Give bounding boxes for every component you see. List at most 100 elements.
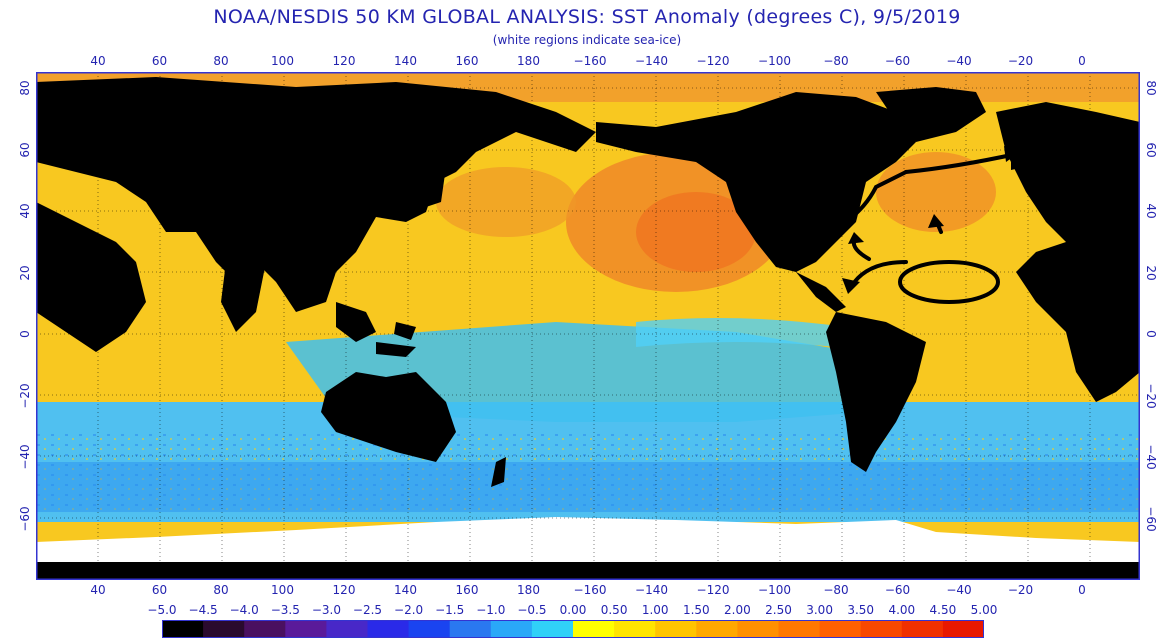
lat-tick-left: 20	[18, 264, 32, 281]
colorbar-label: 4.00	[888, 603, 916, 617]
colorbar-swatch	[326, 620, 368, 638]
lon-tick-bottom: −40	[946, 583, 972, 597]
lon-tick-top: −40	[946, 54, 972, 68]
colorbar-label: −2.0	[394, 603, 424, 617]
lon-tick-top: −80	[823, 54, 849, 68]
colorbar-swatch	[203, 620, 245, 638]
colorbar-label: 3.50	[847, 603, 875, 617]
lat-tick-right: 0	[1144, 330, 1158, 338]
colorbar-swatch	[367, 620, 410, 638]
lon-tick-top: 140	[394, 54, 417, 68]
sst-anomaly-map	[36, 72, 1140, 580]
colorbar-swatch	[901, 620, 944, 638]
colorbar-label: −1.0	[476, 603, 506, 617]
lat-tick-right: 80	[1144, 80, 1158, 96]
colorbar-label: −3.5	[270, 603, 300, 617]
lon-tick-top: 60	[151, 54, 168, 68]
lon-tick-bottom: 160	[455, 583, 479, 597]
lon-tick-top: 180	[517, 54, 540, 68]
colorbar-label: 3.00	[806, 603, 833, 617]
colorbar-label: −1.5	[435, 603, 465, 617]
colorbar-label: 0.50	[600, 603, 628, 617]
colorbar-swatch	[942, 620, 984, 638]
lon-tick-bottom: −60	[884, 583, 911, 597]
lon-tick-top: −120	[696, 54, 730, 68]
lon-tick-bottom: 40	[90, 583, 106, 597]
map-frame	[36, 72, 1140, 580]
colorbar-swatch	[449, 620, 492, 638]
colorbar-swatch	[696, 620, 738, 638]
colorbar	[162, 620, 984, 638]
lat-tick-right: −20	[1144, 382, 1158, 409]
lon-tick-bottom: 0	[1078, 583, 1086, 597]
colorbar-swatch	[285, 620, 327, 638]
colorbar-label: −5.0	[147, 603, 177, 617]
lon-tick-bottom: 120	[332, 583, 356, 597]
lon-tick-bottom: 180	[517, 583, 540, 597]
lon-tick-top: 40	[90, 54, 106, 68]
colorbar-label: −3.0	[311, 603, 341, 617]
lat-tick-right: 60	[1144, 141, 1158, 158]
colorbar-swatch	[778, 620, 821, 638]
graticule	[36, 72, 1140, 580]
colorbar-label: 2.00	[724, 603, 751, 617]
colorbar-label: −4.0	[229, 603, 259, 617]
colorbar-swatch	[490, 620, 533, 638]
lon-tick-bottom: 80	[213, 583, 229, 597]
colorbar-label: −2.5	[352, 603, 383, 617]
colorbar-frame	[162, 620, 984, 638]
map-title: NOAA/NESDIS 50 KM GLOBAL ANALYSIS: SST A…	[213, 6, 961, 28]
colorbar-label: 0.00	[559, 603, 587, 617]
annotation-ellipse	[898, 260, 1000, 304]
colorbar-swatch	[737, 620, 779, 638]
colorbar-swatch	[573, 620, 615, 638]
colorbar-label: 2.50	[765, 603, 792, 617]
lat-tick-left: 60	[18, 141, 32, 158]
colorbar-label: 4.50	[929, 603, 957, 617]
colorbar-swatch	[819, 620, 862, 638]
map-subtitle: (white regions indicate sea-ice)	[492, 33, 682, 47]
lat-tick-left: −60	[18, 505, 32, 532]
colorbar-swatch	[408, 620, 451, 638]
lon-tick-bottom: 140	[394, 583, 417, 597]
lon-tick-top: 160	[455, 54, 479, 68]
lon-tick-bottom: 100	[271, 583, 294, 597]
lat-tick-left: −20	[18, 382, 32, 409]
lat-tick-right: 20	[1144, 264, 1158, 281]
lon-tick-top: 100	[271, 54, 294, 68]
colorbar-swatch	[162, 620, 204, 638]
colorbar-swatch	[531, 620, 574, 638]
colorbar-swatch	[244, 620, 286, 638]
lon-tick-bottom: −20	[1007, 583, 1034, 597]
colorbar-label: 5.00	[970, 603, 998, 617]
lat-tick-left: 80	[18, 80, 32, 96]
colorbar-swatch	[655, 620, 697, 638]
lat-tick-right: −60	[1144, 505, 1158, 532]
lon-tick-bottom: −140	[635, 583, 668, 597]
lon-tick-bottom: −120	[696, 583, 730, 597]
lat-tick-right: −40	[1144, 444, 1158, 470]
colorbar-swatch	[860, 620, 903, 638]
lat-tick-left: 40	[18, 203, 32, 219]
lon-tick-top: −140	[635, 54, 668, 68]
colorbar-label: −4.5	[188, 603, 218, 617]
lon-tick-top: −20	[1007, 54, 1034, 68]
colorbar-label: −0.5	[517, 603, 547, 617]
lon-tick-top: −100	[758, 54, 791, 68]
lon-tick-bottom: −80	[823, 583, 849, 597]
colorbar-label: 1.50	[682, 603, 710, 617]
colorbar-swatch	[614, 620, 656, 638]
lon-tick-top: 0	[1078, 54, 1086, 68]
lat-tick-left: 0	[18, 330, 32, 338]
lat-tick-right: 40	[1144, 203, 1158, 219]
lon-tick-bottom: −100	[758, 583, 791, 597]
land-masses	[36, 77, 1140, 487]
lat-tick-left: −40	[18, 444, 32, 470]
lon-tick-top: −160	[573, 54, 607, 68]
lon-tick-top: 120	[332, 54, 356, 68]
lon-tick-bottom: 60	[151, 583, 168, 597]
lon-tick-top: 80	[213, 54, 229, 68]
lon-tick-top: −60	[884, 54, 911, 68]
colorbar-label: 1.00	[641, 603, 669, 617]
lon-tick-bottom: −160	[573, 583, 607, 597]
